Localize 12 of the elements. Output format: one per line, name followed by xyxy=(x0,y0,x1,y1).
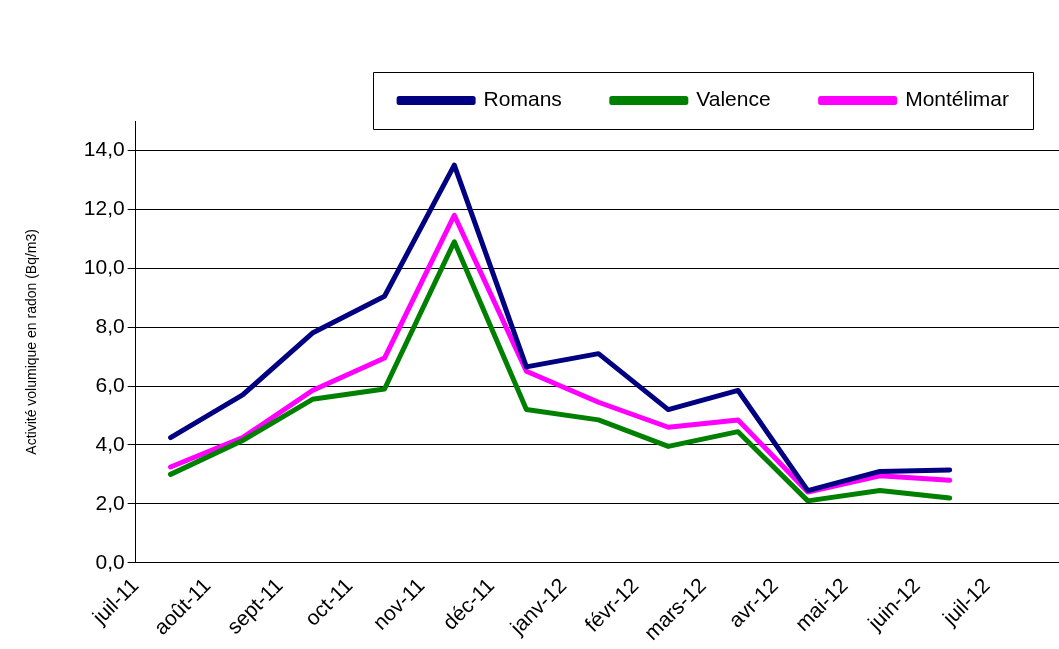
y-tick-label: 10,0 xyxy=(83,255,125,279)
y-tick-label: 8,0 xyxy=(95,313,125,337)
y-tick-label: 6,0 xyxy=(95,372,125,396)
y-tick-label: 0,0 xyxy=(95,549,125,573)
legend-label: Valence xyxy=(696,87,771,111)
y-tick-label: 14,0 xyxy=(83,137,125,161)
legend-label: Romans xyxy=(483,87,562,111)
y-axis-title: Activité volumique en radon (Bq/m3) xyxy=(23,229,40,455)
legend-label: Montélimar xyxy=(905,87,1010,111)
y-tick-label: 4,0 xyxy=(95,431,125,455)
y-tick-label: 12,0 xyxy=(83,196,125,220)
y-tick-label: 2,0 xyxy=(95,490,125,514)
